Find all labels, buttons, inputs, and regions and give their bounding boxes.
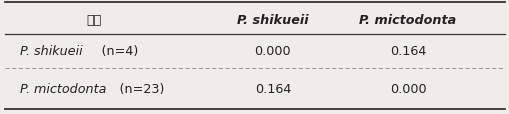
Text: P. shikueii: P. shikueii [237,13,308,26]
Text: (n=4): (n=4) [99,44,138,57]
Text: 0.164: 0.164 [254,82,291,95]
Text: P. mictodonta: P. mictodonta [20,82,107,95]
Text: 0.000: 0.000 [389,82,426,95]
Text: P. mictodonta: P. mictodonta [359,13,456,26]
Text: 학명: 학명 [87,13,102,26]
Text: (n=23): (n=23) [117,82,164,95]
Text: 0.164: 0.164 [389,44,426,57]
Text: 0.000: 0.000 [254,44,291,57]
Text: P. shikueii: P. shikueii [20,44,83,57]
